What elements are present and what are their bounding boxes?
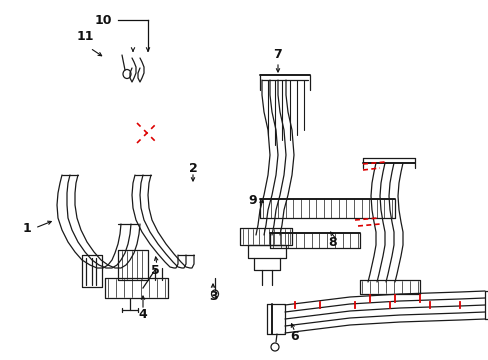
Text: 7: 7 xyxy=(273,49,282,62)
Text: 10: 10 xyxy=(94,13,112,27)
Text: 6: 6 xyxy=(290,330,299,343)
Text: 9: 9 xyxy=(248,194,257,207)
Text: 4: 4 xyxy=(138,309,147,321)
Text: 2: 2 xyxy=(188,162,197,175)
Text: 1: 1 xyxy=(22,221,31,234)
Text: 3: 3 xyxy=(208,289,217,302)
Text: 8: 8 xyxy=(328,237,337,249)
Text: 5: 5 xyxy=(150,264,159,276)
Text: 11: 11 xyxy=(76,31,94,44)
